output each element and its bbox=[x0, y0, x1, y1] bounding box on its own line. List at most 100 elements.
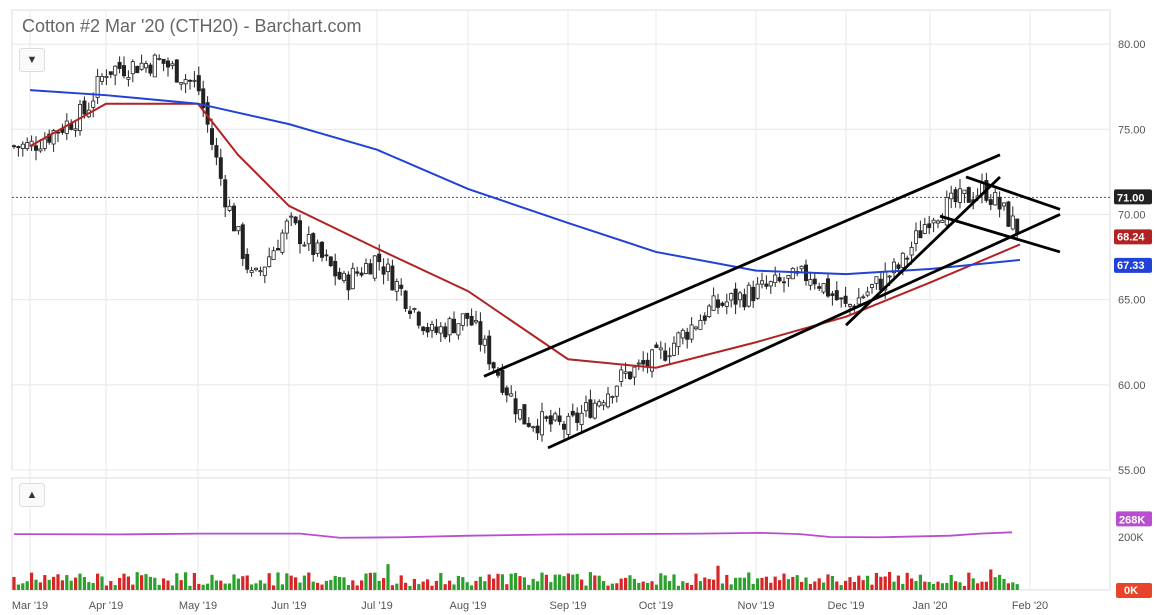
candle-body[interactable] bbox=[25, 142, 30, 149]
candle-body[interactable] bbox=[592, 402, 597, 419]
candle-body[interactable] bbox=[170, 63, 175, 67]
candle-body[interactable] bbox=[451, 318, 456, 334]
candle-body[interactable] bbox=[892, 261, 897, 274]
candle-body[interactable] bbox=[900, 252, 905, 268]
candle-body[interactable] bbox=[513, 398, 518, 415]
candle-body[interactable] bbox=[927, 223, 932, 229]
candle-body[interactable] bbox=[297, 220, 302, 245]
candle-body[interactable] bbox=[724, 301, 729, 307]
candle-body[interactable] bbox=[522, 404, 527, 425]
candle-body[interactable] bbox=[381, 266, 386, 275]
candle-body[interactable] bbox=[319, 241, 324, 258]
candle-body[interactable] bbox=[284, 220, 289, 234]
candle-body[interactable] bbox=[839, 297, 844, 300]
candle-body[interactable] bbox=[553, 413, 558, 421]
candle-body[interactable] bbox=[478, 321, 483, 345]
candle-body[interactable] bbox=[328, 256, 333, 267]
candle-body[interactable] bbox=[773, 274, 778, 284]
candle-body[interactable] bbox=[729, 293, 734, 301]
candle-body[interactable] bbox=[209, 128, 214, 145]
candle-body[interactable] bbox=[504, 387, 509, 396]
candle-body[interactable] bbox=[848, 304, 853, 307]
candle-body[interactable] bbox=[711, 295, 716, 311]
candle-body[interactable] bbox=[385, 263, 390, 273]
candle-body[interactable] bbox=[641, 360, 646, 365]
candle-body[interactable] bbox=[187, 79, 192, 82]
candle-body[interactable] bbox=[676, 332, 681, 348]
candle-body[interactable] bbox=[958, 188, 963, 203]
candle-body[interactable] bbox=[16, 146, 21, 149]
candle-body[interactable] bbox=[192, 79, 197, 82]
candle-body[interactable] bbox=[944, 197, 949, 226]
candle-body[interactable] bbox=[289, 215, 294, 218]
chevron-up-icon[interactable]: ▲ bbox=[19, 483, 45, 507]
candle-body[interactable] bbox=[20, 143, 25, 149]
candle-body[interactable] bbox=[680, 329, 685, 339]
candle-body[interactable] bbox=[861, 296, 866, 299]
candle-body[interactable] bbox=[399, 284, 404, 289]
candle-body[interactable] bbox=[42, 138, 47, 149]
candle-body[interactable] bbox=[685, 331, 690, 340]
candle-body[interactable] bbox=[1006, 201, 1011, 227]
candle-body[interactable] bbox=[843, 295, 848, 304]
candle-body[interactable] bbox=[623, 371, 628, 374]
candle-body[interactable] bbox=[716, 299, 721, 308]
candle-body[interactable] bbox=[491, 362, 496, 369]
candle-body[interactable] bbox=[179, 82, 184, 85]
candle-body[interactable] bbox=[227, 205, 232, 211]
candle-body[interactable] bbox=[346, 274, 351, 291]
candle-body[interactable] bbox=[293, 216, 298, 224]
candle-body[interactable] bbox=[988, 199, 993, 205]
candle-body[interactable] bbox=[275, 248, 280, 251]
candle-body[interactable] bbox=[751, 286, 756, 302]
candle-body[interactable] bbox=[174, 59, 179, 83]
candle-body[interactable] bbox=[698, 320, 703, 330]
candle-body[interactable] bbox=[271, 250, 276, 261]
candle-body[interactable] bbox=[183, 79, 188, 85]
candle-body[interactable] bbox=[632, 366, 637, 378]
candle-body[interactable] bbox=[940, 219, 945, 223]
candle-body[interactable] bbox=[812, 278, 817, 285]
candle-body[interactable] bbox=[196, 75, 201, 92]
candle-body[interactable] bbox=[557, 415, 562, 423]
candle-body[interactable] bbox=[826, 278, 831, 297]
candle-body[interactable] bbox=[997, 196, 1002, 210]
candle-body[interactable] bbox=[460, 313, 465, 326]
candle-body[interactable] bbox=[786, 275, 791, 279]
candle-body[interactable] bbox=[808, 279, 813, 286]
candle-body[interactable] bbox=[416, 311, 421, 326]
candle-body[interactable] bbox=[47, 133, 52, 143]
candle-body[interactable] bbox=[579, 412, 584, 426]
candle-body[interactable] bbox=[240, 224, 245, 259]
candle-body[interactable] bbox=[526, 422, 531, 427]
candle-body[interactable] bbox=[350, 267, 355, 290]
candle-body[interactable] bbox=[531, 426, 536, 429]
candle-body[interactable] bbox=[777, 277, 782, 282]
candle-body[interactable] bbox=[73, 128, 78, 131]
candle-body[interactable] bbox=[606, 393, 611, 408]
candle-body[interactable] bbox=[764, 283, 769, 287]
candle-body[interactable] bbox=[157, 58, 162, 60]
chevron-down-icon[interactable]: ▼ bbox=[19, 48, 45, 72]
candle-body[interactable] bbox=[443, 326, 448, 338]
candle-body[interactable] bbox=[126, 77, 131, 80]
candle-body[interactable] bbox=[672, 342, 677, 356]
candle-body[interactable] bbox=[161, 58, 166, 64]
candle-body[interactable] bbox=[936, 220, 941, 224]
candle-body[interactable] bbox=[482, 338, 487, 346]
candle-body[interactable] bbox=[394, 281, 399, 292]
candle-body[interactable] bbox=[500, 369, 505, 393]
candle-body[interactable] bbox=[447, 318, 452, 336]
candle-body[interactable] bbox=[914, 230, 919, 244]
candle-body[interactable] bbox=[562, 423, 567, 430]
candle-body[interactable] bbox=[236, 226, 241, 232]
candle-body[interactable] bbox=[425, 327, 430, 333]
candle-body[interactable] bbox=[874, 276, 879, 284]
candle-body[interactable] bbox=[1015, 218, 1020, 235]
candle-body[interactable] bbox=[306, 234, 311, 245]
candle-body[interactable] bbox=[469, 315, 474, 326]
candle-body[interactable] bbox=[575, 412, 580, 423]
candle-body[interactable] bbox=[654, 344, 659, 348]
candle-body[interactable] bbox=[82, 100, 87, 115]
candle-body[interactable] bbox=[614, 385, 619, 397]
